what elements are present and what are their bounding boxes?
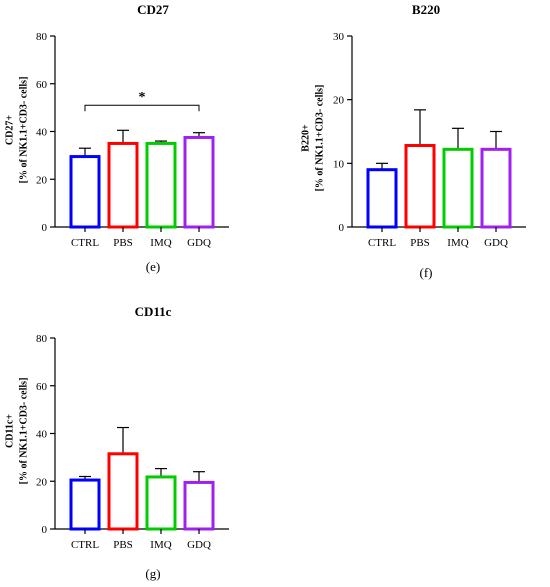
- chart-title: B220: [412, 2, 440, 17]
- panel-e: CD27 CD27+ [% of NK1.1+CD3- cells] 0 20 40 60 8…: [4, 2, 229, 274]
- x-tick-label: GDQ: [187, 539, 211, 551]
- y-tick-label: 0: [339, 222, 345, 234]
- panel-label: (g): [145, 566, 160, 581]
- x-tick-label: GDQ: [484, 237, 508, 249]
- x-tick-label: IMQ: [150, 237, 171, 249]
- y-tick-label: 30: [333, 31, 345, 43]
- bar-pbs: [107, 141, 139, 229]
- y-tick-label: 40: [36, 429, 48, 441]
- y-axis-label: [% of NK1.1+CD3- cells]: [18, 378, 29, 485]
- panel-f: B220 B220+ [% of NK1.1+CD3- cells] 0 10 20 30 C…: [300, 2, 526, 280]
- x-tick-label: IMQ: [447, 237, 468, 249]
- y-tick-label: 60: [36, 79, 48, 91]
- y-tick-label: 20: [36, 174, 48, 186]
- y-tick-label: 10: [333, 158, 345, 170]
- y-tick-label: 80: [36, 31, 48, 43]
- y-tick-label: 20: [36, 476, 48, 488]
- bar-imq: [145, 141, 177, 229]
- chart-title: CD11c: [135, 304, 172, 319]
- x-tick-label: CTRL: [71, 237, 99, 249]
- y-axis-label: B220+: [300, 124, 311, 152]
- chart-title: CD27: [137, 2, 169, 17]
- bar-ctrl: [69, 155, 101, 229]
- y-tick-label: 0: [42, 524, 48, 536]
- bar-imq: [145, 475, 177, 531]
- significance-bracket: [84, 104, 200, 112]
- x-tick-label: PBS: [410, 237, 430, 249]
- x-tick-label: PBS: [113, 539, 133, 551]
- x-tick-label: CTRL: [71, 539, 99, 551]
- y-tick-label: 20: [333, 95, 345, 107]
- x-tick-label: PBS: [113, 237, 133, 249]
- y-axis-label: CD27+: [4, 115, 15, 145]
- bar-imq: [442, 147, 474, 229]
- y-tick-label: 40: [36, 127, 48, 139]
- y-axis-label: [% of NK1.1+CD3- cells]: [18, 77, 29, 184]
- bar-gdq: [183, 480, 215, 531]
- panel-label: (f): [420, 265, 433, 280]
- y-axis-label: [% of NK1.1+CD3- cells]: [314, 85, 325, 192]
- bar-pbs: [404, 144, 436, 229]
- bar-ctrl: [366, 168, 398, 229]
- x-tick-label: GDQ: [187, 237, 211, 249]
- y-tick-label: 60: [36, 381, 48, 393]
- significance-marker: *: [139, 90, 146, 105]
- bar-gdq: [480, 147, 512, 229]
- y-tick-label: 0: [42, 222, 48, 234]
- bar-ctrl: [69, 478, 101, 531]
- panel-g: CD11c CD11c+ [% of NK1.1+CD3- cells] 0 20 40 6…: [4, 304, 229, 581]
- bar-gdq: [183, 135, 215, 229]
- x-tick-label: IMQ: [150, 539, 171, 551]
- y-tick-label: 80: [36, 333, 48, 345]
- y-axis-label: CD11c+: [4, 414, 15, 448]
- x-tick-label: CTRL: [368, 237, 396, 249]
- bar-pbs: [107, 452, 139, 531]
- panel-label: (e): [146, 259, 160, 274]
